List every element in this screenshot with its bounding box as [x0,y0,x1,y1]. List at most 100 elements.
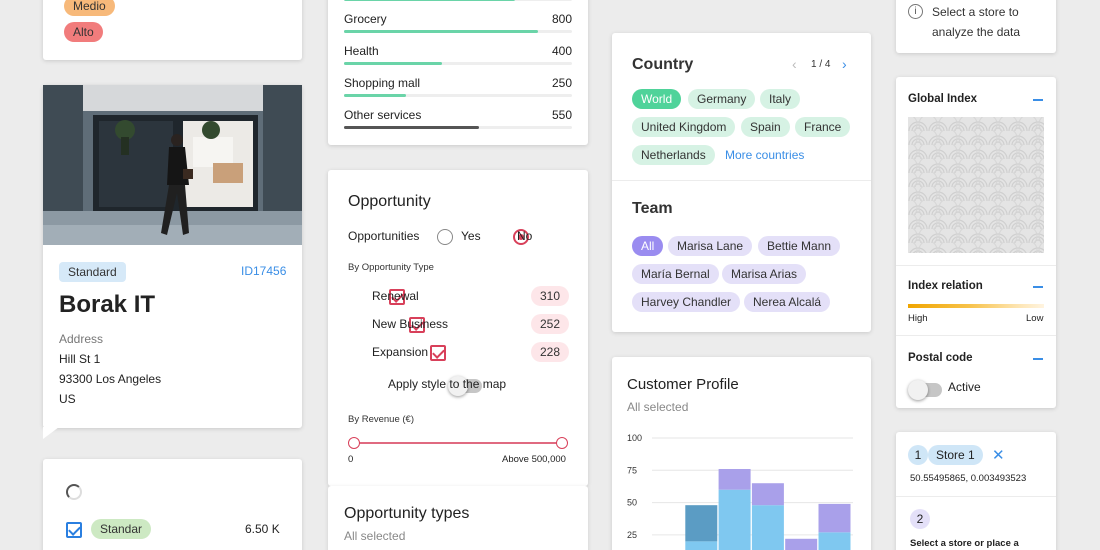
team-chip[interactable]: Nerea Alcalá [744,292,831,312]
chart-y-tick-label: 75 [627,465,637,475]
opportunity-title: Opportunity [348,193,431,210]
categories-card: Grocery 800 Health 400 Shopping mall 250 Other… [328,0,588,145]
info-text-line-2: analyze the data [932,25,1021,39]
new-business-count: 252 [531,314,570,334]
risk-badge-medio[interactable]: Medio [64,0,115,16]
postal-code-toggle[interactable] [908,379,942,400]
new-business-label: New Business [372,317,449,331]
selection-card: 1 Store 1 ✕ 50.55495865, 0.003493523 2 S… [896,432,1056,550]
category-label: Shopping mall [344,76,421,90]
category-bar [344,94,572,97]
customer-profile-card: Customer Profile All selected 100 75 50 25 [612,357,871,550]
country-chip[interactable]: United Kingdom [632,117,736,137]
country-chip[interactable]: Netherlands [632,145,715,165]
index-panels-card: Global Index Index relation High Low Pos… [896,77,1056,408]
chart-y-tick-label: 50 [627,498,637,508]
category-bar-fill [344,62,443,65]
standar-checkbox[interactable] [66,521,82,538]
index-relation-gradient [908,304,1044,308]
chart-bar[interactable] [718,489,751,550]
store-id-link[interactable]: ID17456 [241,264,287,278]
country-chip[interactable]: Spain [741,117,790,137]
revenue-min-label: 0 [348,454,354,465]
revenue-max-label: Above 500,000 [502,454,566,465]
category-bar [344,62,572,65]
step-2-badge: 2 [910,509,930,529]
store-name: Borak IT [59,291,156,318]
country-chip[interactable]: World [632,89,682,109]
chart-bar[interactable] [685,505,718,542]
category-value: 550 [551,108,572,122]
more-countries-link[interactable]: More countries [725,148,805,162]
renewal-label: Renewal [372,289,419,303]
expansion-label: Expansion [372,345,429,359]
chart-y-tick-label: 25 [627,530,637,540]
country-chip[interactable]: France [795,117,851,137]
category-label: Other services [344,108,422,122]
category-label: Health [344,44,379,58]
store-detail-card: Standard ID17456 Borak IT Address Hill S… [43,85,302,439]
global-index-title: Global Index [908,93,978,105]
category-value: 250 [551,76,572,90]
country-chip[interactable]: Italy [760,89,801,109]
index-relation-high: High [908,313,928,324]
team-chip[interactable]: Marisa Arias [722,264,807,284]
team-chip[interactable]: All [632,236,664,256]
expansion-checkbox[interactable] [429,344,446,361]
chevron-left-icon[interactable]: ‹ [792,56,797,72]
country-title: Country [632,56,694,73]
chart-bar[interactable] [685,541,718,550]
store-type-badge: Standard [59,262,126,282]
step-2-text: Select a store or place a [910,538,1019,549]
step-1-badge: 1 [908,445,928,465]
opportunities-yes-radio[interactable] [437,228,453,245]
top-bar-track [344,0,572,1]
address-line-1: Hill St 1 [59,352,101,366]
opportunities-yes-label[interactable]: Yes [461,229,481,243]
category-bar-fill [344,94,406,97]
apply-style-toggle[interactable] [448,375,483,396]
chart-bar[interactable] [818,532,851,550]
close-icon[interactable]: ✕ [992,447,1005,464]
opportunities-no-label[interactable]: No [517,229,533,243]
store-1-chip[interactable]: Store 1 [928,445,983,465]
team-chip[interactable]: Bettie Mann [758,236,841,256]
chart-bar[interactable] [785,538,818,550]
divider-1 [896,265,1056,266]
renewal-checkbox[interactable] [388,288,405,305]
team-chip[interactable]: María Bernal [632,264,719,284]
apply-style-label: Apply style to the map [388,377,507,391]
country-pager: 1 / 4 [811,59,831,70]
index-relation-low: Low [1026,313,1044,324]
customer-profile-title: Customer Profile [627,376,739,393]
postal-code-collapse-icon[interactable] [1033,358,1043,360]
customer-profile-chart: 100 75 50 25 [627,433,853,550]
country-team-card: Country ‹ 1 / 4 › World Germany Italy Unite… [612,33,871,332]
risk-badge-alto[interactable]: Alto [64,22,103,42]
team-chip[interactable]: Harvey Chandler [632,292,741,312]
chevron-right-icon[interactable]: › [842,56,847,72]
risk-levels-card: Medio Alto [43,0,302,60]
revenue-min-handle[interactable] [348,437,360,449]
renewal-count: 310 [531,286,570,306]
postal-code-toggle-label: Active [948,380,981,394]
team-chip[interactable]: Marisa Lane [668,236,753,256]
global-index-collapse-icon[interactable] [1033,99,1043,101]
country-chip[interactable]: Germany [688,89,756,109]
chart-bar[interactable] [818,503,851,533]
opportunities-no-radio[interactable] [513,228,530,245]
opportunity-types-card: Opportunity types All selected [328,486,588,550]
chart-bar[interactable] [718,469,751,490]
chart-bar[interactable] [751,505,784,550]
loading-spinner-icon [66,484,82,500]
new-business-checkbox[interactable] [409,316,426,333]
info-text-line-1: Select a store to [932,5,1019,19]
index-relation-title: Index relation [908,280,983,292]
revenue-range-slider[interactable] [354,442,562,444]
chart-bar[interactable] [751,483,784,506]
revenue-max-handle[interactable] [556,437,568,449]
opportunity-card: Opportunity Opportunities Yes No By Oppo… [328,170,588,486]
category-bar [344,126,572,129]
index-relation-collapse-icon[interactable] [1033,286,1043,288]
store-photo [43,85,302,245]
